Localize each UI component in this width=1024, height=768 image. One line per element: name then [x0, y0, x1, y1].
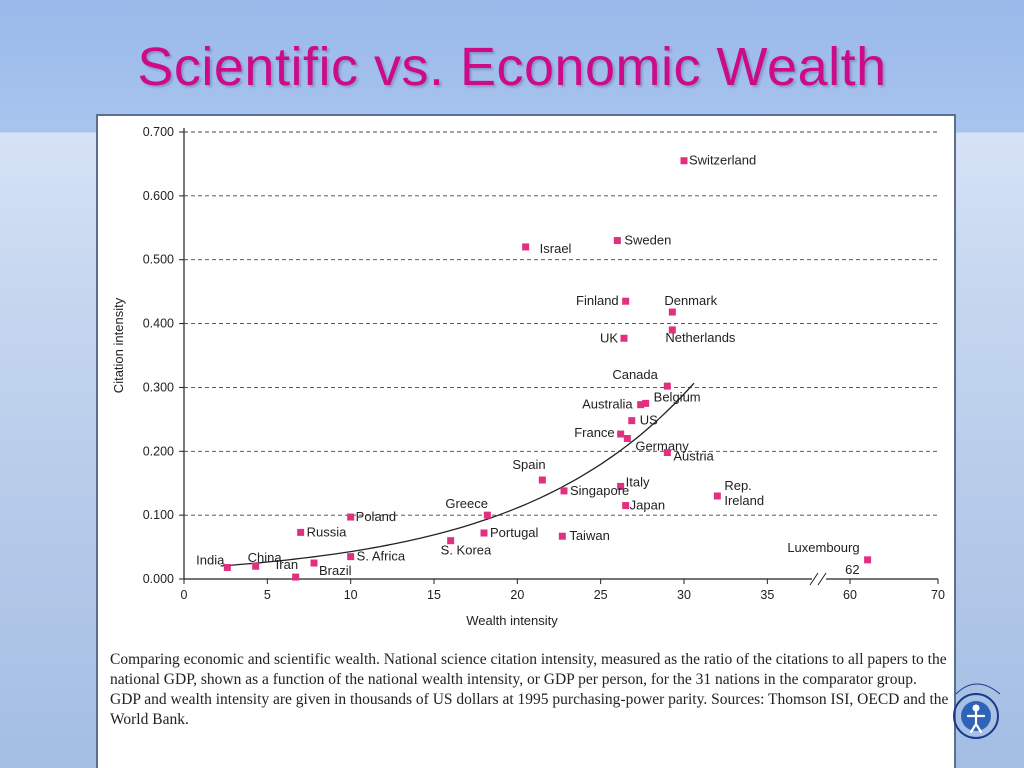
- data-point: [480, 529, 488, 537]
- data-point: [663, 382, 671, 390]
- data-point: [560, 487, 568, 495]
- data-point: [617, 482, 625, 490]
- point-label: Japan: [630, 498, 665, 513]
- data-point: [347, 513, 355, 521]
- data-point: [623, 435, 631, 443]
- x-axis-label: Wealth intensity: [466, 613, 558, 628]
- point-label: Israel: [540, 241, 572, 256]
- figure-panel: 0.000 0.100 0.200 0.300 0.400 0.500 0.600 0.700…: [96, 114, 956, 768]
- x-tick-label: 20: [510, 588, 524, 602]
- y-tick-label: 0.000: [143, 572, 174, 586]
- point-label: S. Africa: [357, 549, 406, 564]
- point-label: Italy: [626, 474, 650, 489]
- data-point: [663, 449, 671, 457]
- y-axis-label: Citation intensity: [111, 297, 126, 393]
- data-point: [347, 553, 355, 561]
- data-point: [637, 401, 645, 409]
- data-point: [292, 573, 300, 581]
- point-label: Russia: [307, 524, 348, 539]
- data-point: [252, 562, 260, 570]
- point-label: Denmark: [664, 293, 717, 308]
- point-label: Finland: [576, 293, 619, 308]
- point-label: Australia: [582, 397, 633, 412]
- x-tick-label: 35: [760, 588, 774, 602]
- x-tick-label: 15: [427, 588, 441, 602]
- axis-break-mark: [817, 572, 827, 586]
- data-point: [864, 556, 872, 564]
- point-label: Iran: [276, 557, 298, 572]
- data-point: [483, 511, 491, 519]
- point-label: Brazil: [319, 563, 352, 578]
- x-tick-label: 10: [344, 588, 358, 602]
- y-tick-label: 0.100: [143, 508, 174, 522]
- point-label: Rep.: [724, 478, 751, 493]
- point-label: Ireland: [724, 493, 764, 508]
- trend-curve: [220, 382, 695, 567]
- data-point: [223, 564, 231, 572]
- point-label: Spain: [512, 457, 545, 472]
- point-label: Canada: [612, 367, 658, 382]
- x-tick-label: 5: [264, 588, 271, 602]
- point-label: Germany: [635, 439, 689, 454]
- point-label: Switzerland: [689, 153, 756, 168]
- x-tick-label: 0: [181, 588, 188, 602]
- data-point: [668, 308, 676, 316]
- data-point: [620, 334, 628, 342]
- data-point: [617, 430, 625, 438]
- y-tick-label: 0.600: [143, 189, 174, 203]
- scatter-chart: 0.000 0.100 0.200 0.300 0.400 0.500 0.600 0.700…: [111, 125, 945, 628]
- point-label: S. Korea: [441, 543, 492, 558]
- y-tick-label: 0.300: [143, 380, 174, 394]
- data-point: [622, 502, 630, 510]
- data-point: [310, 559, 318, 567]
- y-tick-label: 0.500: [143, 253, 174, 267]
- point-label: Singapore: [570, 483, 629, 498]
- point-label: Sweden: [624, 233, 671, 248]
- foundation-seal-icon: [953, 683, 1001, 739]
- point-label: UK: [600, 330, 618, 345]
- data-point: [668, 326, 676, 334]
- x-tick-label: 30: [677, 588, 691, 602]
- annotation-label: 62: [845, 562, 859, 577]
- point-label: Poland: [356, 509, 396, 524]
- point-label: India: [196, 553, 225, 568]
- point-label: Taiwan: [569, 528, 609, 543]
- data-point: [628, 417, 636, 425]
- x-tick-label: 60: [843, 588, 857, 602]
- data-point: [297, 528, 305, 536]
- y-tick-label: 0.700: [143, 125, 174, 139]
- y-tick-label: 0.200: [143, 444, 174, 458]
- data-point: [622, 297, 630, 305]
- data-point: [558, 532, 566, 540]
- point-label: Greece: [445, 496, 488, 511]
- x-tick-label: 70: [931, 588, 945, 602]
- data-point: [642, 399, 650, 407]
- point-label: Luxembourg: [787, 540, 859, 555]
- data-point: [522, 243, 530, 251]
- data-point: [680, 157, 688, 165]
- point-label: China: [248, 550, 283, 565]
- point-label: Netherlands: [665, 330, 736, 345]
- point-label: France: [574, 425, 614, 440]
- point-label: Belgium: [654, 389, 701, 404]
- axis-break-mark: [809, 572, 819, 586]
- figure-caption: Comparing economic and scientific wealth…: [110, 651, 949, 728]
- data-point: [447, 537, 455, 545]
- point-label: US: [640, 413, 658, 428]
- y-tick-label: 0.400: [143, 317, 174, 331]
- data-point: [713, 492, 721, 500]
- x-tick-label: 25: [594, 588, 608, 602]
- point-label: Portugal: [490, 525, 539, 540]
- slide-title: Scientific vs. Economic Wealth: [137, 37, 887, 97]
- point-label: Austria: [673, 449, 714, 464]
- data-point: [538, 476, 546, 484]
- title-band: [0, 0, 1024, 132]
- data-point: [613, 237, 621, 245]
